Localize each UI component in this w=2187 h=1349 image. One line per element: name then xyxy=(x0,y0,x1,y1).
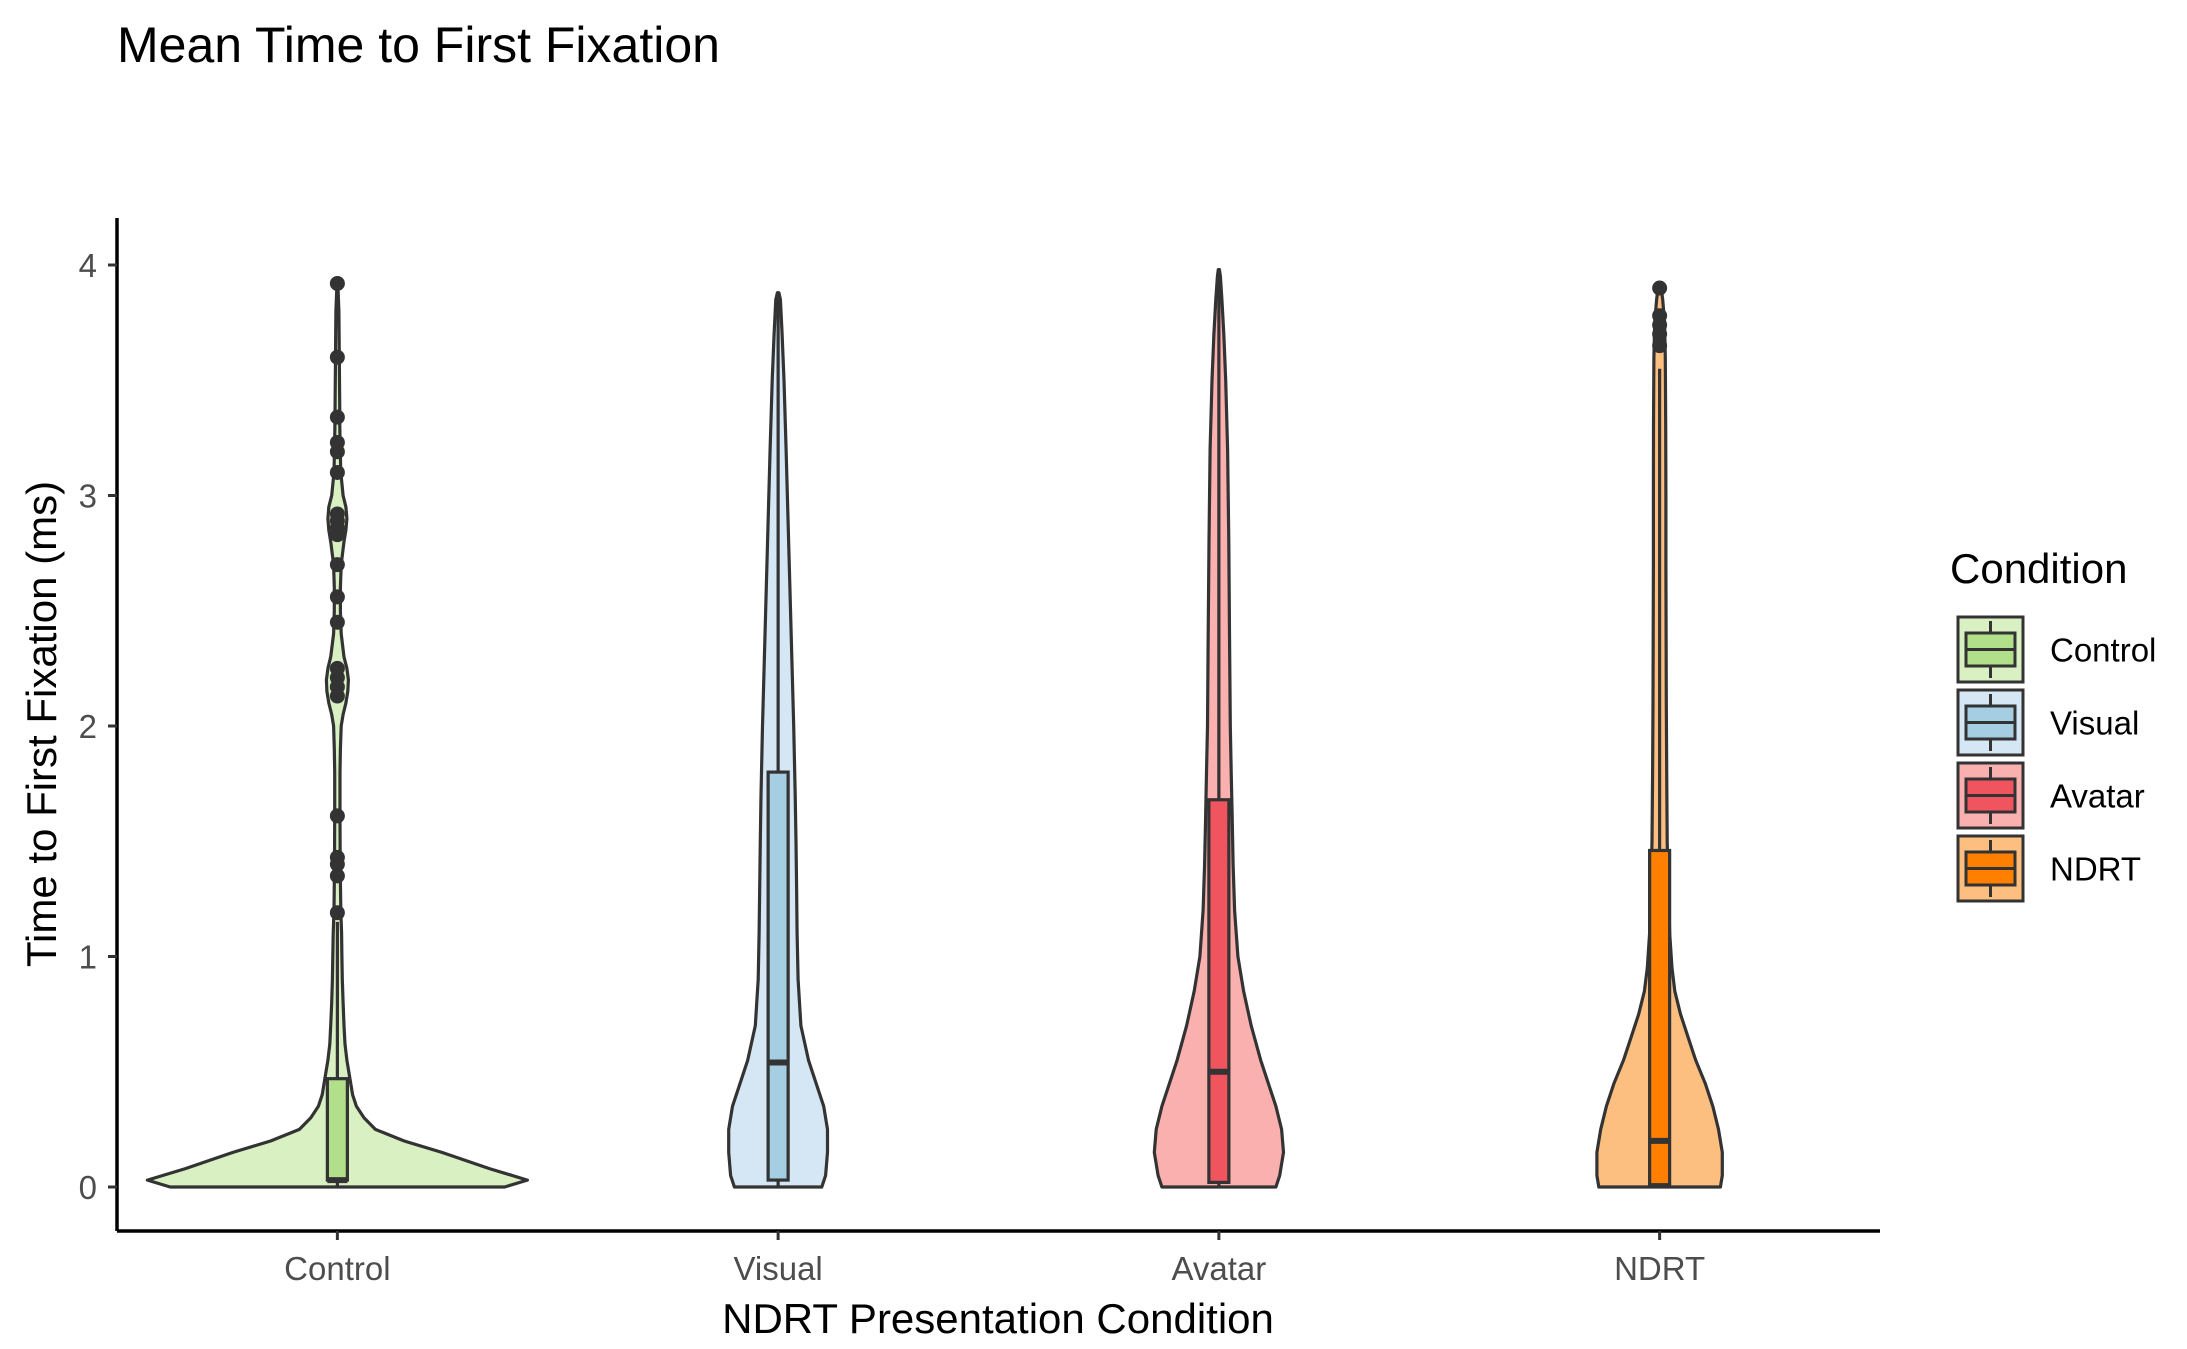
legend-label-visual: Visual xyxy=(2050,705,2139,742)
outlier-point-control xyxy=(329,409,345,425)
x-axis-ticks: Control Visual Avatar NDRT xyxy=(284,1231,1705,1287)
outlier-point-control xyxy=(329,868,345,884)
legend-item-avatar: Avatar xyxy=(1956,761,2145,830)
legend-label-ndrt: NDRT xyxy=(2050,851,2141,888)
outlier-point-ndrt xyxy=(1652,280,1668,296)
chart-title: Mean Time to First Fixation xyxy=(117,17,720,73)
x-tick-label: Visual xyxy=(733,1250,822,1287)
outlier-point-control xyxy=(329,434,345,450)
box-avatar xyxy=(1207,798,1231,1184)
outlier-point-control xyxy=(329,905,345,921)
legend-item-visual: Visual xyxy=(1956,688,2139,757)
box-ndrt xyxy=(1648,848,1672,1187)
y-tick-label: 3 xyxy=(79,478,97,515)
y-tick-label: 2 xyxy=(79,708,97,745)
outlier-point-ndrt xyxy=(1652,338,1668,354)
y-axis-title: Time to First Fixation (ms) xyxy=(18,481,65,967)
y-axis-ticks: 0 1 2 3 4 xyxy=(79,247,117,1206)
violin-group-control xyxy=(145,275,530,1189)
x-tick-label: Avatar xyxy=(1171,1250,1266,1287)
outlier-point-control xyxy=(329,275,345,291)
outlier-point-control xyxy=(329,589,345,605)
x-tick-label: Control xyxy=(284,1250,390,1287)
legend-item-ndrt: NDRT xyxy=(1956,834,2141,903)
violin-group-avatar xyxy=(1152,268,1286,1189)
y-tick-label: 1 xyxy=(79,939,97,976)
legend-label-avatar: Avatar xyxy=(2050,778,2145,815)
plot-area xyxy=(145,268,1724,1189)
outlier-point-control xyxy=(329,614,345,630)
outlier-point-control xyxy=(329,506,345,522)
outlier-point-control xyxy=(329,808,345,824)
legend-keys: Control Visual Avatar NDRT xyxy=(1956,615,2156,903)
legend-item-control: Control xyxy=(1956,615,2156,684)
outlier-point-control xyxy=(329,349,345,365)
outlier-point-ndrt xyxy=(1652,308,1668,324)
outlier-point-control xyxy=(329,660,345,676)
legend-label-control: Control xyxy=(2050,632,2156,669)
y-tick-label: 0 xyxy=(79,1169,97,1206)
y-tick-label: 4 xyxy=(79,247,97,284)
legend: Condition Control Visual Avatar NDRT xyxy=(1950,545,2156,903)
outlier-point-control xyxy=(329,849,345,865)
outlier-point-control xyxy=(329,557,345,573)
box-visual xyxy=(766,770,790,1182)
x-axis-title: NDRT Presentation Condition xyxy=(722,1295,1274,1342)
x-tick-label: NDRT xyxy=(1614,1250,1705,1287)
outlier-point-control xyxy=(329,464,345,480)
violin-group-visual xyxy=(727,291,830,1189)
box-control xyxy=(325,1077,349,1182)
violin-group-ndrt xyxy=(1595,280,1724,1189)
legend-title: Condition xyxy=(1950,545,2127,592)
